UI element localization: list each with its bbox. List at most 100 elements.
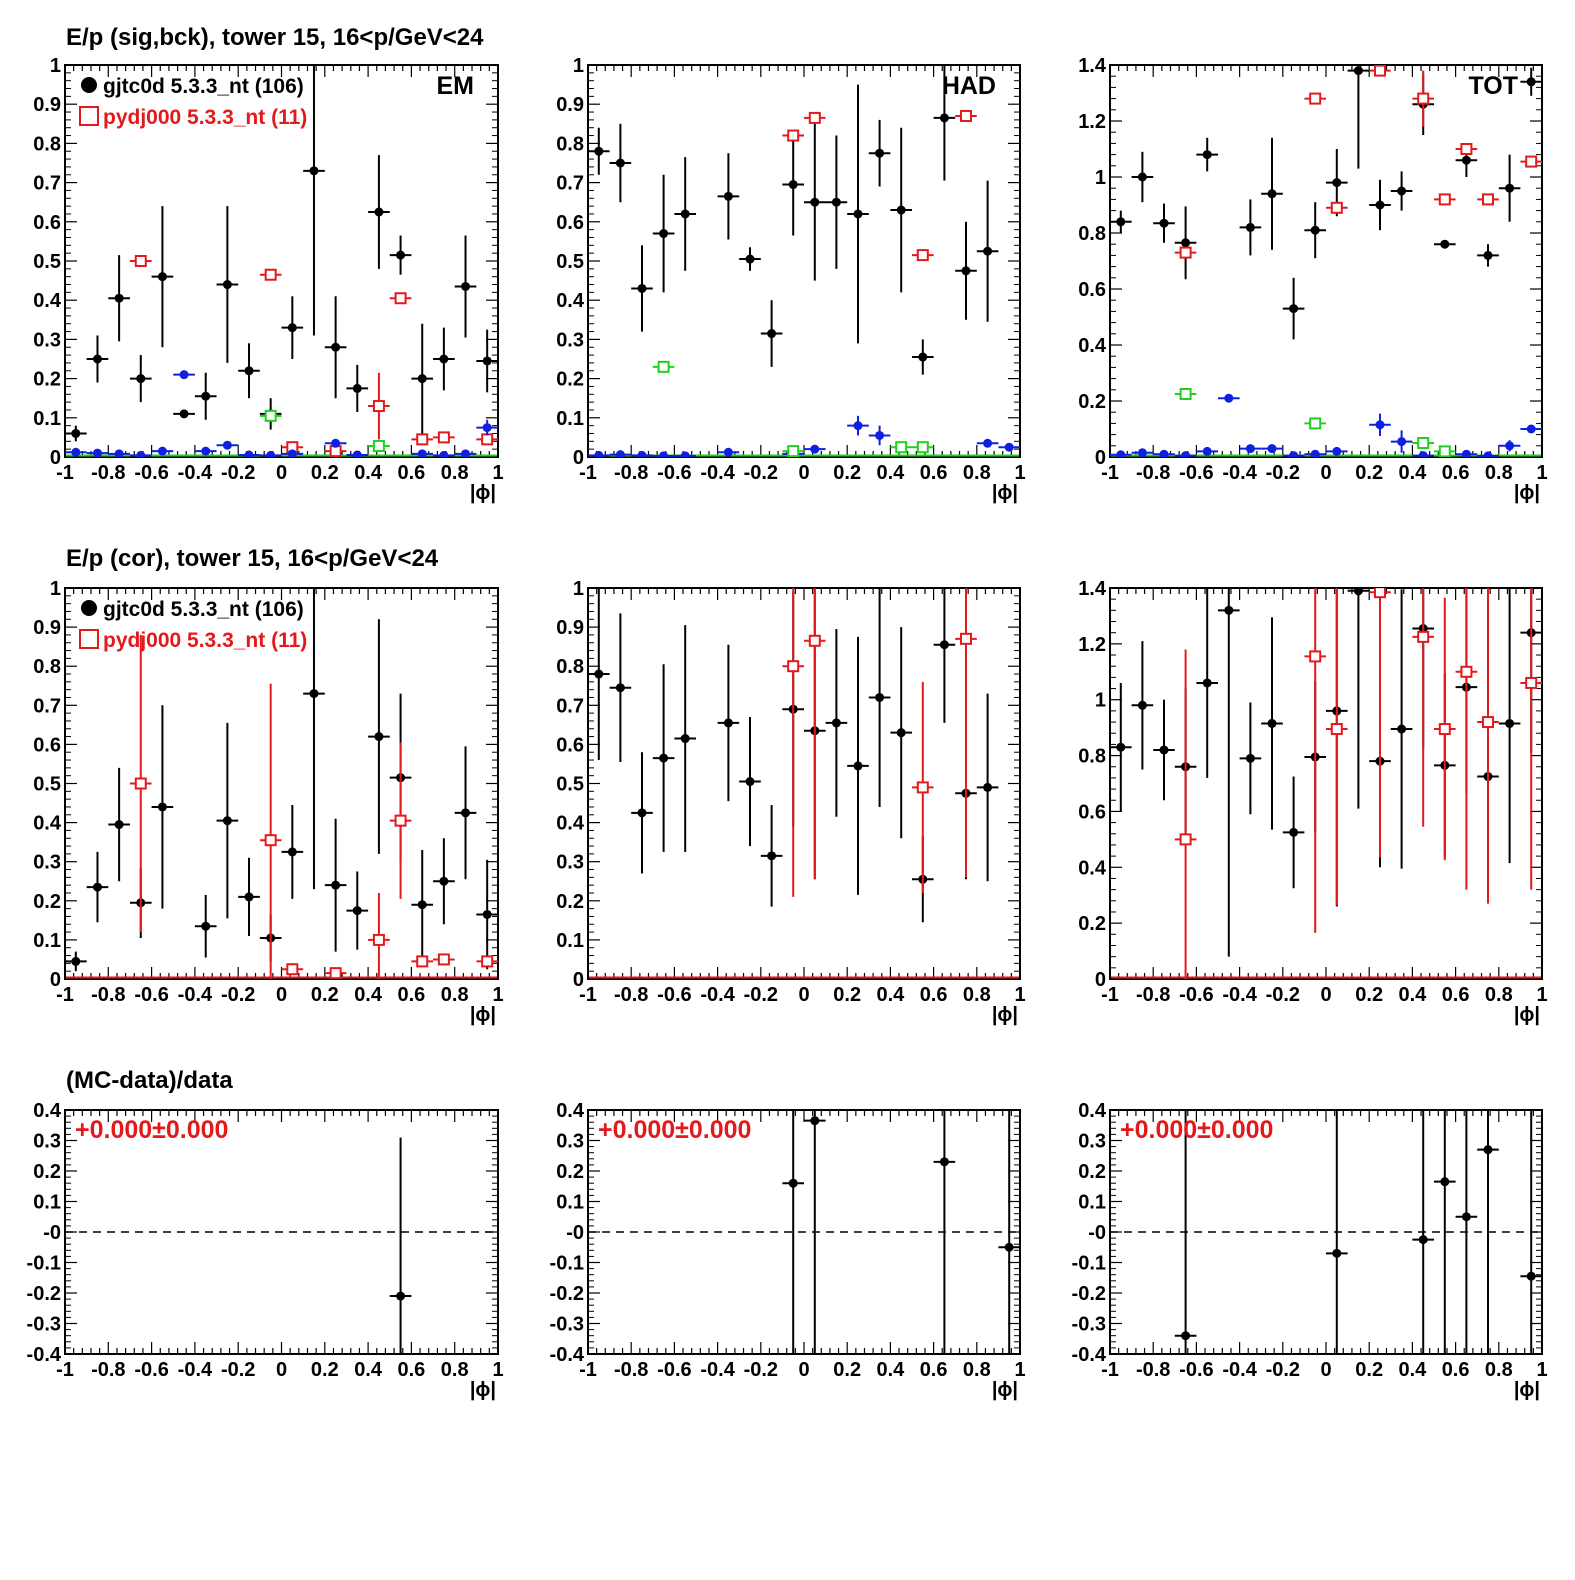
square-marker <box>1179 246 1192 259</box>
y-tick-label: 0.4 <box>556 813 585 835</box>
data-point <box>346 871 369 950</box>
dot-marker <box>396 1291 406 1301</box>
data-point <box>804 123 826 281</box>
mc-point <box>1369 65 1391 77</box>
legend: gjtc0d 5.3.3_nt (106) pydj000 5.3.3_nt (1… <box>79 598 307 652</box>
y-tick-label: 0.1 <box>33 930 61 952</box>
dot-marker <box>1116 450 1126 457</box>
panel-tag: EM <box>437 72 475 100</box>
x-axis-label: |ϕ| <box>470 1379 496 1401</box>
data-point <box>238 857 260 936</box>
dot-marker <box>287 847 297 857</box>
mc-point <box>389 742 412 899</box>
y-tick-label: 0.4 <box>33 1100 62 1122</box>
data-point <box>1412 1110 1434 1354</box>
mc-point <box>1326 201 1348 214</box>
data-point <box>1174 206 1197 280</box>
square-marker <box>134 777 147 790</box>
dot-marker <box>1159 745 1169 755</box>
dot-marker <box>287 449 297 457</box>
x-tick-label: -1 <box>56 462 74 484</box>
dot-marker <box>1461 155 1471 165</box>
bg_blue-point <box>1477 451 1499 457</box>
x-axis-label: |ϕ| <box>470 482 496 504</box>
y-tick-label: -0.1 <box>550 1253 584 1275</box>
x-axis-label: |ϕ| <box>1514 1004 1540 1026</box>
dot-marker <box>1418 1235 1428 1245</box>
y-tick-label: 0.3 <box>556 329 584 351</box>
data-point <box>674 625 696 852</box>
x-tick-label: -0.8 <box>91 462 125 484</box>
y-tick-label: 0 <box>50 447 61 469</box>
bg_blue-point <box>1326 446 1348 456</box>
bg_blue-point <box>804 444 826 454</box>
y-tick-label: 0.2 <box>33 891 61 913</box>
x-tick-label: 1 <box>492 1359 503 1381</box>
x-tick-label: -1 <box>1101 984 1119 1006</box>
dot-marker <box>331 438 341 448</box>
mc-point <box>368 892 390 979</box>
bg_blue-point <box>1304 449 1326 457</box>
x-tick-label: 0.8 <box>963 1359 991 1381</box>
x-tick-label: 1 <box>492 462 503 484</box>
dot-marker <box>961 266 971 276</box>
bg_blue-point <box>433 450 455 457</box>
data-point <box>1153 699 1175 801</box>
dot-marker <box>179 370 189 380</box>
dot-marker <box>1332 446 1342 456</box>
data-point <box>86 851 109 923</box>
x-tick-label: -0.4 <box>1222 984 1257 1006</box>
bg_blue-point <box>1153 449 1175 457</box>
mc-point <box>433 431 455 444</box>
dot-marker <box>1375 200 1385 210</box>
dot-marker <box>482 356 492 366</box>
x-tick-label: -0.2 <box>1266 1359 1300 1381</box>
dot-marker <box>1289 827 1299 837</box>
x-tick-label: 0.6 <box>1442 462 1470 484</box>
data-point <box>194 894 217 958</box>
data-point <box>912 339 934 375</box>
x-tick-label: 0 <box>276 1359 287 1381</box>
square-marker <box>264 268 277 281</box>
dot-marker <box>1159 218 1169 228</box>
bg_green-point <box>652 360 675 373</box>
y-tick-label: 0.8 <box>33 656 61 678</box>
dot-marker <box>439 354 449 364</box>
bg_blue-point <box>194 446 217 456</box>
dot-marker <box>1224 393 1234 403</box>
mc-point <box>1174 246 1197 259</box>
data-point <box>825 135 848 269</box>
data-point <box>976 180 999 322</box>
dot-marker <box>179 409 189 419</box>
dot-marker <box>1332 1248 1342 1258</box>
x-tick-label: 0.4 <box>876 984 905 1006</box>
y-tick-label: 0 <box>573 969 584 991</box>
mc-point <box>1455 588 1478 890</box>
data-point <box>411 323 434 434</box>
bg_blue-point <box>216 440 239 450</box>
bg_blue-point <box>151 446 174 456</box>
y-tick-label: 1 <box>573 578 584 600</box>
data-point <box>588 127 610 175</box>
bg_blue-point <box>674 451 696 457</box>
mc-point <box>1326 588 1348 905</box>
data-point <box>1261 137 1283 250</box>
data-point <box>1347 588 1370 809</box>
square-marker <box>1179 388 1192 400</box>
x-tick-label: 0.2 <box>833 984 861 1006</box>
x-tick-label: -0.8 <box>614 462 648 484</box>
y-tick-label: 0 <box>1095 969 1106 991</box>
square-marker <box>657 360 670 373</box>
x-axis-label: |ϕ| <box>992 482 1018 504</box>
data-point <box>454 746 477 880</box>
dot-marker <box>1116 217 1126 227</box>
square-marker <box>1482 716 1494 729</box>
data-point <box>933 1110 956 1354</box>
dot-marker <box>461 449 471 457</box>
bg_blue-point <box>1110 450 1132 457</box>
bg_blue-point <box>86 448 109 457</box>
y-tick-label: 0.4 <box>1078 857 1107 879</box>
data-point <box>1434 239 1456 249</box>
y-tick-label: 0.4 <box>556 290 585 312</box>
mc-point <box>476 955 498 968</box>
